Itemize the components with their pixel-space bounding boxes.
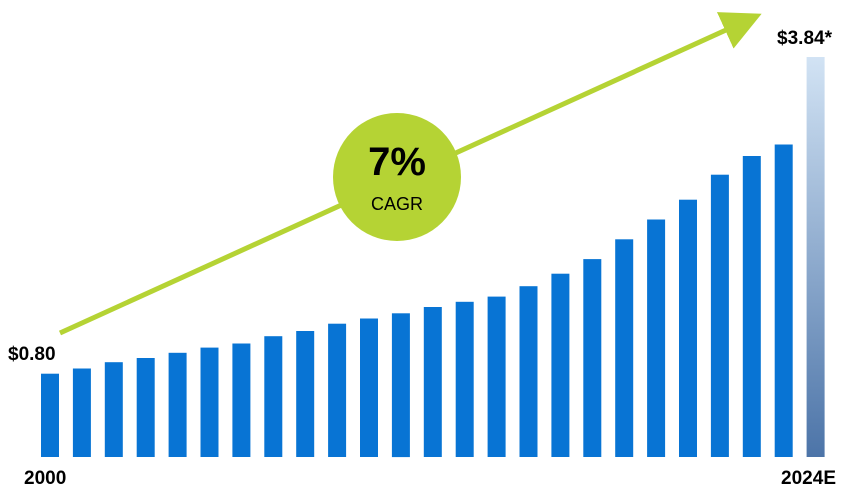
- bar-2011: [391, 313, 410, 458]
- last-value-label: $3.84*: [777, 28, 833, 49]
- bar-2021: [710, 174, 729, 457]
- bar-2016: [551, 273, 570, 457]
- x-end-label: 2024E: [781, 468, 836, 489]
- bar-2015: [519, 286, 538, 457]
- bars-group: [41, 57, 825, 458]
- bar-2004: [168, 352, 187, 457]
- cagr-badge: 7% CAGR: [333, 113, 461, 241]
- bar-2002: [104, 362, 123, 457]
- bar-2013: [455, 301, 474, 457]
- bar-2023: [774, 144, 793, 457]
- bar-2005: [200, 347, 219, 457]
- bar-2009: [328, 323, 347, 457]
- bar-2008: [296, 331, 315, 457]
- bar-2022: [742, 156, 761, 457]
- first-value-label: $0.80: [8, 344, 56, 365]
- bar-2006: [232, 343, 251, 457]
- bar-2020: [679, 199, 697, 457]
- x-start-label: 2000: [24, 468, 66, 489]
- bar-2019: [647, 219, 666, 457]
- cagr-label: CAGR: [371, 194, 423, 214]
- cagr-value: 7%: [368, 140, 426, 184]
- bar-2007: [264, 336, 283, 457]
- bar-2024e: [806, 57, 825, 457]
- cagr-badge-circle: [333, 113, 461, 241]
- bar-2017: [583, 259, 602, 457]
- bar-2010: [360, 318, 378, 457]
- bar-2000: [41, 373, 59, 457]
- bar-2018: [615, 239, 634, 457]
- bar-2003: [136, 358, 155, 457]
- bar-2014: [487, 296, 506, 457]
- bar-2012: [423, 307, 442, 457]
- bar-2001: [72, 368, 91, 457]
